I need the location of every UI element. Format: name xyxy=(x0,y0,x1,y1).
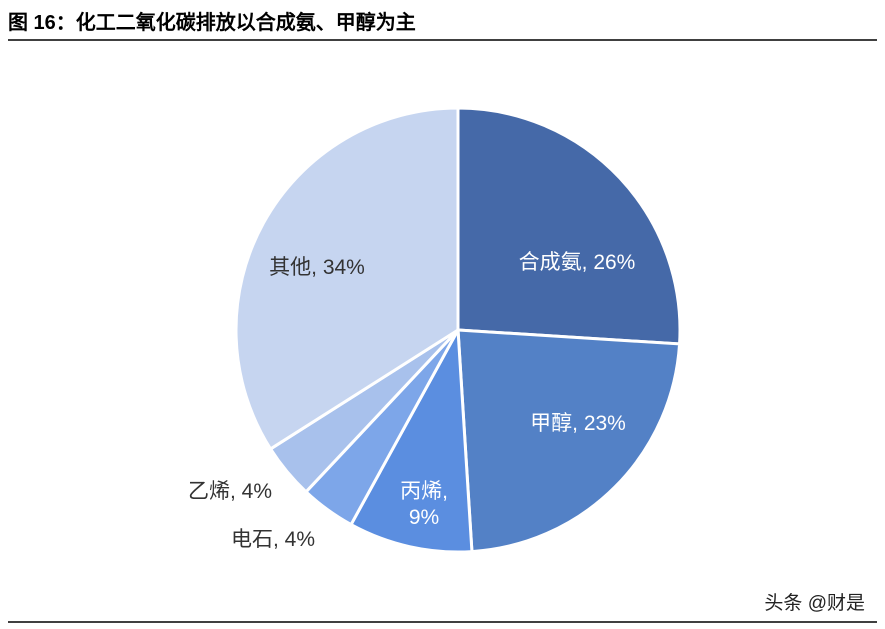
pie-slice xyxy=(349,324,474,554)
chart-title: 图 16：化工二氧化碳排放以合成氨、甲醇为主 xyxy=(8,12,416,34)
watermark: 头条 @财是 xyxy=(764,593,865,614)
pie-slice xyxy=(456,328,682,554)
pie-slice xyxy=(456,106,682,346)
data-label: 电石, 4% xyxy=(230,527,316,551)
data-label: 丙烯, 9% xyxy=(400,479,448,529)
data-label: 甲醇, 23% xyxy=(530,411,626,435)
data-label: 其他, 34% xyxy=(269,255,365,279)
data-label: 乙烯, 4% xyxy=(187,479,273,503)
data-label: 合成氨, 26% xyxy=(518,250,636,274)
pie-slice xyxy=(234,106,460,452)
